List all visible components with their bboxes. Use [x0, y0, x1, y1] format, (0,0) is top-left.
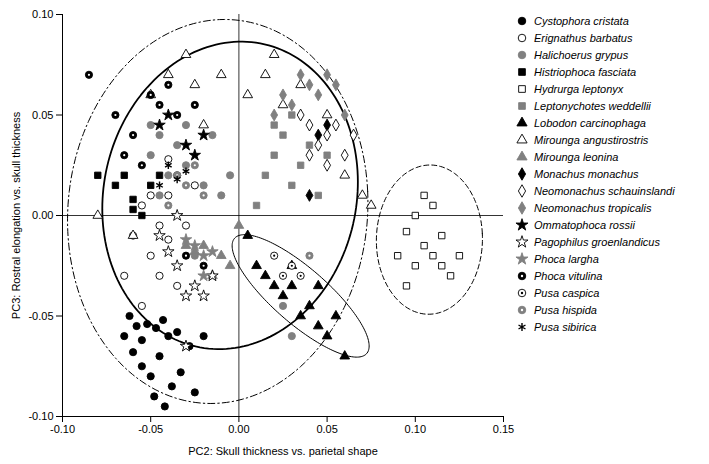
svg-text:-0.05: -0.05 — [28, 310, 53, 322]
svg-text:0.15: 0.15 — [493, 423, 514, 435]
html-text:Leptonychotes weddellii: Leptonychotes weddellii — [534, 99, 651, 112]
html-text:Cystophora cristata: Cystophora cristata — [534, 14, 629, 27]
html-text:Histriophoca fasciata: Histriophoca fasciata — [534, 65, 637, 78]
html-text:Mirounga angustirostris: Mirounga angustirostris — [534, 133, 649, 146]
svg-text:0.05: 0.05 — [316, 423, 337, 435]
svg-text:0.10: 0.10 — [405, 423, 426, 435]
svg-text:-0.10: -0.10 — [28, 410, 53, 422]
svg-text:PC2: Skull thickness vs. parie: PC2: Skull thickness vs. parietal shape — [188, 445, 378, 457]
html-text:Phoca vitulina: Phoca vitulina — [534, 269, 603, 282]
svg-text:PC3: Rostral elongation vs. sk: PC3: Rostral elongation vs. skull thickn… — [10, 111, 22, 319]
html-text:Pagophilus groenlandicus: Pagophilus groenlandicus — [534, 235, 660, 248]
html-text:Mirounga leonina: Mirounga leonina — [534, 150, 619, 163]
svg-text:0.10: 0.10 — [32, 8, 53, 20]
html-text:Pusa hispida: Pusa hispida — [534, 303, 597, 316]
svg-text:-0.05: -0.05 — [138, 423, 163, 435]
svg-text:-0.10: -0.10 — [50, 423, 75, 435]
html-text:Ommatophoca rossii: Ommatophoca rossii — [534, 218, 635, 231]
html-text:Neomonachus schauinslandi: Neomonachus schauinslandi — [534, 184, 675, 197]
html-text:Phoca largha: Phoca largha — [534, 252, 599, 265]
html-text:Halichoerus grypus: Halichoerus grypus — [534, 48, 629, 61]
html-text:Pusa caspica: Pusa caspica — [534, 286, 600, 299]
html-text:Lobodon carcinophaga: Lobodon carcinophaga — [534, 116, 646, 129]
html-text:Monachus monachus: Monachus monachus — [534, 167, 639, 180]
svg-text:0.00: 0.00 — [228, 423, 249, 435]
svg-text:0.05: 0.05 — [32, 109, 53, 121]
html-text:Hydrurga leptonyx: Hydrurga leptonyx — [534, 82, 624, 95]
html-text:Erignathus barbatus: Erignathus barbatus — [534, 31, 633, 44]
html-text:Neomonachus tropicalis: Neomonachus tropicalis — [534, 201, 652, 214]
html-text:Pusa sibirica: Pusa sibirica — [534, 320, 597, 333]
svg-text:0.00: 0.00 — [32, 209, 53, 221]
